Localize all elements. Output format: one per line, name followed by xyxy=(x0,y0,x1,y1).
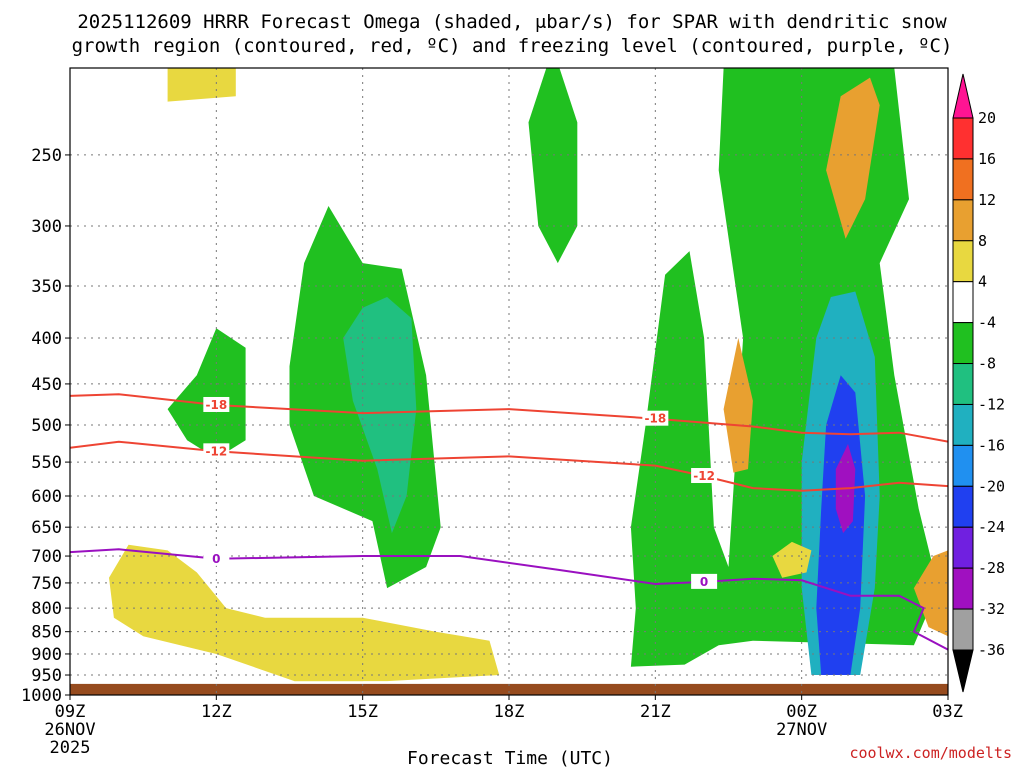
contour-line-1 xyxy=(70,440,948,492)
credit-link[interactable]: coolwx.com/modelts xyxy=(849,744,1012,762)
y-tick-label-450: 450 xyxy=(31,375,62,395)
omega-region-0 xyxy=(167,328,246,459)
y-tick-label-650: 650 xyxy=(31,518,62,538)
contour-label-2-0: 0 xyxy=(212,552,220,566)
x-year-start: 2025 xyxy=(50,738,91,758)
x-tick-label-12Z: 12Z xyxy=(201,702,232,722)
colorbar-swatch-3 xyxy=(952,240,974,283)
y-tick-label-900: 900 xyxy=(31,645,62,665)
colorbar-swatch-6 xyxy=(952,363,974,405)
omega-region-8 xyxy=(723,338,753,473)
y-tick-label-850: 850 xyxy=(31,623,62,643)
colorbar-label-5: -4 xyxy=(978,314,996,332)
colorbar-top-arrow xyxy=(952,73,974,119)
x-tick-label-03Z: 03Z xyxy=(932,702,963,722)
contour-label-1-1: -12 xyxy=(693,469,715,483)
omega-region-14 xyxy=(167,68,236,102)
contour-label-2-1: 0 xyxy=(700,575,708,589)
colorbar-label-3: 8 xyxy=(978,232,987,250)
x-tick-label-00Z: 00Z xyxy=(786,702,817,722)
chart-title-line1: 2025112609 HRRR Forecast Omega (shaded, … xyxy=(77,11,947,33)
y-tick-label-700: 700 xyxy=(31,547,62,567)
contour-label-bg-1-1 xyxy=(691,468,718,484)
contour-label-bg-1-0 xyxy=(203,443,230,459)
colorbar-swatch-9 xyxy=(952,485,974,528)
omega-region-13 xyxy=(913,550,948,637)
contour-label-bg-0-0 xyxy=(203,396,230,412)
y-axis: 2503003504004505005506006507007508008509… xyxy=(21,146,70,706)
y-tick-label-550: 550 xyxy=(31,453,62,473)
contour-label-0-0: -18 xyxy=(205,398,227,412)
x-date-mid: 27NOV xyxy=(776,720,827,740)
colorbar-swatch-10 xyxy=(952,526,974,569)
colorbar-label-12: -32 xyxy=(978,600,1005,618)
colorbar-label-8: -16 xyxy=(978,436,1005,454)
contour-label-1-0: -12 xyxy=(205,444,227,458)
x-axis-label: Forecast Time (UTC) xyxy=(407,748,613,768)
omega-shading xyxy=(109,68,948,682)
contour-label-0-1: -18 xyxy=(644,412,666,426)
colorbar-swatch-5 xyxy=(952,322,974,365)
colorbar-label-13: -36 xyxy=(978,641,1005,659)
colorbar-swatch-2 xyxy=(952,199,974,242)
x-tick-label-18Z: 18Z xyxy=(494,702,525,722)
y-tick-label-500: 500 xyxy=(31,416,62,436)
y-tick-label-300: 300 xyxy=(31,217,62,237)
y-tick-label-600: 600 xyxy=(31,487,62,507)
colorbar-label-6: -8 xyxy=(978,355,996,373)
colorbar-label-11: -28 xyxy=(978,559,1005,577)
y-tick-label-800: 800 xyxy=(31,599,62,619)
contour-label-bg-0-1 xyxy=(642,410,669,426)
colorbar: 20 16 12 8 4 -4 -8 -12 -16 -20 -24 -28 -32 -36 xyxy=(952,73,1005,693)
colorbar-swatch-0 xyxy=(952,117,974,160)
colorbar-label-1: 16 xyxy=(978,150,996,168)
y-tick-label-1000: 1000 xyxy=(21,686,62,706)
x-tick-label-09Z: 09Z xyxy=(55,702,86,722)
colorbar-swatch-12 xyxy=(952,608,974,651)
x-tick-label-15Z: 15Z xyxy=(347,702,378,722)
colorbar-swatch-11 xyxy=(952,567,974,610)
y-tick-label-750: 750 xyxy=(31,574,62,594)
omega-region-2 xyxy=(343,297,417,534)
omega-region-10 xyxy=(109,544,500,682)
y-tick-label-950: 950 xyxy=(31,666,62,686)
chart-title-line2: growth region (contoured, red, ºC) and f… xyxy=(72,35,953,57)
x-date-start: 26NOV xyxy=(44,720,95,740)
colorbar-swatch-4 xyxy=(952,281,974,324)
y-tick-label-250: 250 xyxy=(31,146,62,166)
y-tick-label-400: 400 xyxy=(31,329,62,349)
omega-region-12 xyxy=(772,541,812,578)
colorbar-label-4: 4 xyxy=(978,273,987,291)
contour-label-bg-2-0 xyxy=(203,550,230,566)
contour-label-bg-2-1 xyxy=(691,573,718,589)
x-tick-label-21Z: 21Z xyxy=(640,702,671,722)
omega-region-11 xyxy=(294,654,451,682)
colorbar-swatch-1 xyxy=(952,158,974,201)
colorbar-label-7: -12 xyxy=(978,395,1005,413)
colorbar-label-10: -24 xyxy=(978,518,1005,536)
colorbar-bottom-arrow xyxy=(952,649,974,693)
omega-region-3 xyxy=(528,68,578,264)
colorbar-label-2: 12 xyxy=(978,191,996,209)
colorbar-swatch-7 xyxy=(952,403,974,446)
colorbar-label-0: 20 xyxy=(978,109,996,127)
contours: -18 -18 -12 -12 0 0 xyxy=(70,393,948,651)
colorbar-swatch-8 xyxy=(952,444,974,487)
y-tick-label-350: 350 xyxy=(31,277,62,297)
colorbar-label-9: -20 xyxy=(978,477,1005,495)
surface-ground xyxy=(70,683,948,695)
omega-region-9 xyxy=(826,77,880,239)
